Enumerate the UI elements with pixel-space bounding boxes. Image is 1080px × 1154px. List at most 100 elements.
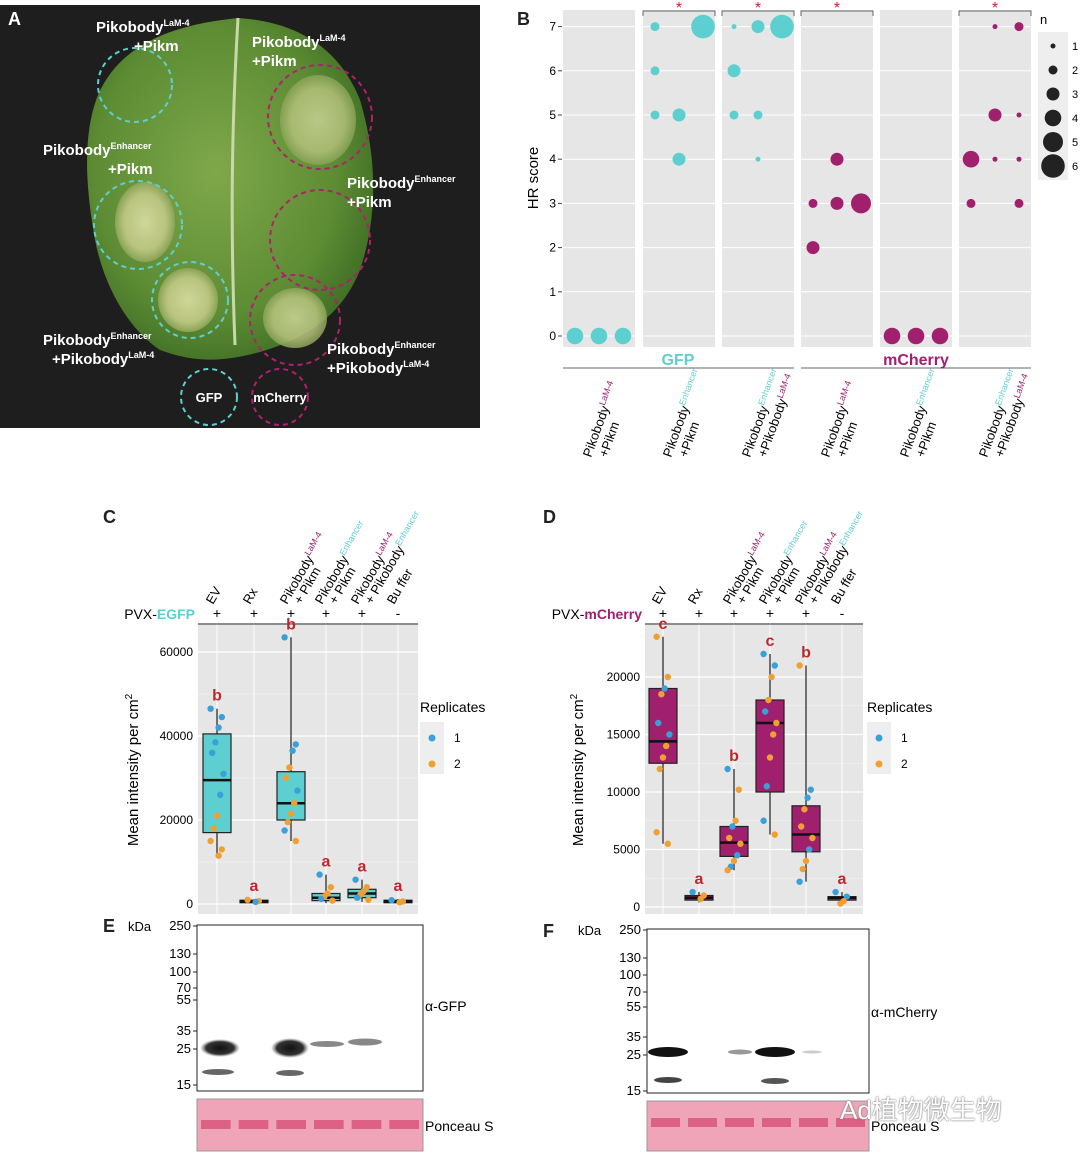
plus-minus: + — [213, 605, 221, 621]
replicate-point — [220, 770, 227, 777]
blot-band — [271, 1038, 309, 1058]
replicate-point — [664, 840, 671, 847]
hr-point — [992, 156, 998, 162]
plus-minus: + — [695, 605, 703, 621]
blot-band — [654, 1077, 682, 1083]
loading-label: Ponceau S — [425, 1118, 494, 1134]
significance-letter: b — [801, 645, 811, 662]
replicate-point — [762, 708, 769, 715]
panel-label-f: F — [543, 921, 554, 941]
replicate-point — [284, 818, 291, 826]
replicate-point — [281, 634, 288, 641]
legend-dot — [875, 734, 883, 742]
hr-point — [727, 64, 741, 78]
plus-minus: + — [659, 605, 667, 621]
leaf-label: PikobodyEnhancer — [327, 340, 436, 358]
marker-label: 100 — [169, 964, 191, 979]
y-axis-label: HR score — [525, 147, 542, 210]
ponceau-band — [238, 1120, 269, 1129]
leaf-midrib — [230, 17, 240, 346]
facet-panel — [801, 10, 873, 347]
replicate-point — [215, 852, 222, 859]
plus-minus: + — [250, 605, 258, 621]
blot-band — [200, 1039, 240, 1057]
construct-label: PVX-EGFP — [124, 606, 195, 622]
plot-panel — [645, 623, 863, 914]
hr-point — [1014, 22, 1024, 32]
infiltration-circle — [93, 180, 183, 270]
replicate-point — [760, 650, 767, 658]
category-label: Rx — [240, 585, 261, 607]
replicate-point — [207, 837, 214, 845]
sig-bracket — [958, 10, 1032, 16]
sig-bracket — [800, 10, 874, 16]
infiltration-circle — [269, 189, 371, 291]
legend-dot — [428, 760, 436, 768]
antibody-label: α-mCherry — [871, 1004, 937, 1020]
replicate-point — [806, 846, 813, 853]
replicate-point — [281, 827, 288, 834]
category-label: EV — [203, 584, 225, 607]
leaf-label: PikobodyLaM-4 — [96, 18, 190, 36]
replicate-point — [252, 898, 259, 906]
replicate-point — [724, 867, 731, 874]
marker-label: 250 — [169, 918, 191, 933]
hr-point — [992, 24, 998, 30]
hr-point — [566, 327, 584, 345]
replicate-point — [801, 806, 808, 813]
hr-point — [751, 20, 765, 34]
replicate-point — [663, 742, 670, 750]
replicate-point — [771, 662, 778, 669]
hr-point — [672, 108, 686, 122]
blot-band — [348, 1038, 382, 1046]
box — [202, 733, 232, 834]
plus-minus: + — [287, 605, 295, 621]
significance-letter: a — [322, 854, 331, 871]
hr-point — [1016, 112, 1022, 118]
hr-point — [883, 327, 901, 345]
panel-label-e: E — [103, 916, 115, 936]
hr-point — [988, 108, 1002, 122]
significance-letter: a — [250, 878, 259, 895]
legend-title: n — [1040, 12, 1047, 27]
replicate-point — [292, 837, 299, 845]
loading-label: Ponceau S — [871, 1118, 940, 1134]
legend-label: 6 — [1072, 161, 1078, 173]
watermark: Ad植物微生物 — [840, 1095, 1002, 1125]
hr-point — [672, 152, 686, 166]
legend-label: 4 — [1072, 113, 1078, 125]
panel-label-b: B — [517, 9, 530, 29]
facet-panel — [563, 10, 635, 347]
hr-point — [731, 24, 737, 30]
sig-asterisk: * — [676, 0, 682, 17]
marker-label: 70 — [177, 980, 191, 995]
group-label: GFP — [662, 352, 695, 369]
legend-dot — [875, 760, 883, 768]
replicate-point — [352, 876, 359, 883]
legend-dot — [1046, 87, 1060, 101]
construct-label: PVX-mCherry — [552, 606, 642, 622]
leaf-label-line2: +Pikm — [134, 38, 179, 55]
leaf-lesion — [115, 182, 175, 262]
replicate-point — [354, 894, 361, 901]
replicate-point — [327, 884, 334, 891]
infiltration-circle — [267, 64, 373, 170]
y-tick-label: 40000 — [160, 729, 194, 743]
marker-label: 55 — [177, 992, 191, 1007]
panel-a: PikobodyLaM-4 +Pikm PikobodyLaM-4 +Pikm … — [0, 5, 480, 428]
hr-point — [1014, 198, 1024, 208]
infiltration-circle — [97, 47, 173, 123]
hr-point — [907, 327, 925, 345]
hr-point — [691, 14, 715, 39]
replicate-point — [766, 754, 774, 761]
replicate-point — [837, 900, 844, 907]
sig-bracket — [721, 10, 795, 16]
ponceau-band — [799, 1118, 828, 1127]
y-tick-label: 20000 — [607, 670, 641, 684]
y-tick-label: 5000 — [613, 843, 640, 857]
hr-point — [650, 110, 660, 120]
replicate-point — [802, 857, 810, 865]
legend-circle-gfp — [180, 368, 238, 426]
